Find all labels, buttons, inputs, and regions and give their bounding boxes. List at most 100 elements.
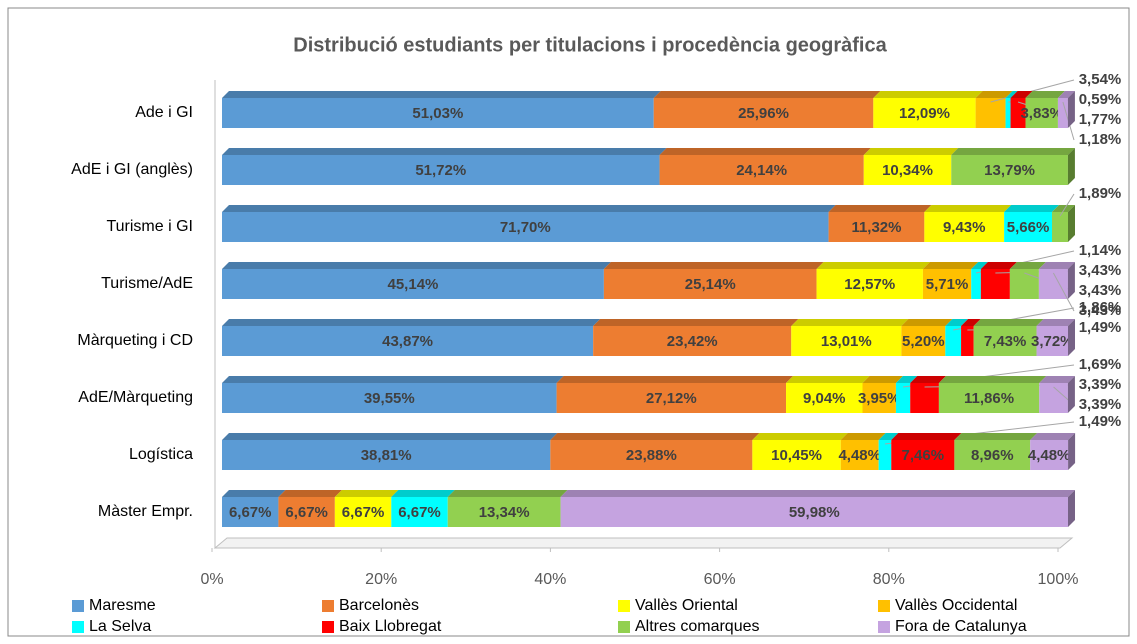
data-label: 11,32% bbox=[851, 219, 901, 236]
data-label: 11,86% bbox=[964, 390, 1014, 407]
data-label: 0,59% bbox=[1079, 91, 1122, 108]
bar-segment bbox=[1005, 98, 1011, 128]
data-label: 1,89% bbox=[1079, 185, 1122, 202]
data-label: 1,77% bbox=[1079, 111, 1122, 128]
data-label: 1,49% bbox=[1079, 319, 1122, 336]
data-label: 3,43% bbox=[1079, 282, 1122, 299]
bar-segment bbox=[659, 155, 864, 185]
legend-label: Baix Llobregat bbox=[339, 618, 442, 635]
category-label: Ade i GI bbox=[135, 104, 193, 121]
bar-segment bbox=[938, 383, 1040, 413]
bar-segment bbox=[222, 212, 829, 242]
legend-label: Maresme bbox=[89, 597, 156, 614]
data-label: 51,03% bbox=[412, 105, 463, 122]
x-tick-label: 100% bbox=[1038, 571, 1079, 588]
leader-line bbox=[1052, 272, 1075, 312]
bar-top bbox=[975, 91, 1013, 98]
data-label: 5,66% bbox=[1007, 219, 1050, 236]
x-tick-label: 0% bbox=[200, 571, 223, 588]
bar-segment bbox=[1052, 212, 1068, 242]
category-label: Logística bbox=[129, 446, 193, 463]
data-label: 5,20% bbox=[902, 333, 945, 350]
data-label: 4,48% bbox=[1028, 447, 1071, 464]
data-label: 23,88% bbox=[626, 447, 677, 464]
legend-label: Vallès Oriental bbox=[635, 597, 738, 614]
bar-top bbox=[1009, 262, 1046, 269]
data-label: 7,43% bbox=[984, 333, 1027, 350]
bar-segment bbox=[1025, 98, 1058, 128]
data-label: 38,81% bbox=[361, 447, 412, 464]
bar-top bbox=[222, 205, 836, 212]
bar-segment bbox=[1057, 98, 1068, 128]
bar-top bbox=[901, 319, 953, 326]
bar-segment bbox=[1010, 98, 1026, 128]
bar-top bbox=[791, 319, 909, 326]
x-tick-label: 40% bbox=[534, 571, 566, 588]
bar-top bbox=[945, 319, 969, 326]
bar-segment bbox=[653, 98, 874, 128]
bar-segment bbox=[222, 440, 551, 470]
bar-top bbox=[653, 91, 881, 98]
bar-top bbox=[1052, 205, 1075, 212]
legend-swatch bbox=[72, 600, 84, 612]
bar-top bbox=[924, 205, 1012, 212]
bar-segment bbox=[222, 269, 604, 299]
bar-top bbox=[816, 262, 930, 269]
bar-end bbox=[1067, 91, 1075, 128]
bar-end bbox=[1068, 319, 1075, 356]
bar-top bbox=[550, 433, 760, 440]
category-label: AdE i GI (anglès) bbox=[71, 161, 193, 178]
bar-top bbox=[1025, 91, 1065, 98]
bar-top bbox=[1039, 376, 1075, 383]
bar-segment bbox=[222, 383, 557, 413]
bar-segment bbox=[603, 269, 817, 299]
bar-segment bbox=[222, 497, 279, 527]
bar-segment bbox=[816, 269, 923, 299]
legend-swatch bbox=[322, 600, 334, 612]
bar-top bbox=[659, 148, 871, 155]
legend-label: Fora de Catalunya bbox=[895, 618, 1027, 635]
data-label: 6,67% bbox=[398, 504, 441, 521]
bar-top bbox=[278, 490, 342, 497]
bar-segment bbox=[910, 383, 939, 413]
bar-top bbox=[863, 148, 959, 155]
bar-segment bbox=[560, 497, 1068, 527]
category-label: Turisme i GI bbox=[106, 218, 193, 235]
data-label: 25,14% bbox=[685, 276, 736, 293]
bar-segment bbox=[593, 326, 792, 356]
data-label: 3,95% bbox=[858, 390, 901, 407]
bar-top bbox=[840, 433, 886, 440]
data-label: 3,39% bbox=[1079, 396, 1122, 413]
bar-segment bbox=[222, 326, 594, 356]
bar-top bbox=[891, 433, 962, 440]
bar-segment bbox=[980, 269, 1010, 299]
data-label: 1,49% bbox=[1079, 413, 1122, 430]
bar-top bbox=[222, 148, 667, 155]
bar-segment bbox=[1039, 383, 1068, 413]
bar-top bbox=[954, 433, 1038, 440]
x-tick-label: 20% bbox=[365, 571, 397, 588]
bar-top bbox=[593, 319, 799, 326]
legend-swatch bbox=[72, 621, 84, 633]
bar-segment bbox=[891, 440, 955, 470]
bar-top bbox=[938, 376, 1047, 383]
data-label: 4,48% bbox=[838, 447, 881, 464]
bar-top bbox=[447, 490, 568, 497]
bar-segment bbox=[222, 155, 660, 185]
data-label: 13,34% bbox=[479, 504, 530, 521]
data-label: 24,14% bbox=[736, 162, 787, 179]
x-tick-label: 80% bbox=[873, 571, 905, 588]
bar-segment bbox=[1009, 269, 1039, 299]
data-label: 1,69% bbox=[1079, 356, 1122, 373]
bar-top bbox=[862, 376, 903, 383]
bar-segment bbox=[924, 212, 1005, 242]
bar-end bbox=[1067, 376, 1075, 413]
data-label: 23,42% bbox=[667, 333, 718, 350]
data-label: 7,46% bbox=[902, 447, 945, 464]
bar-segment bbox=[961, 326, 974, 356]
data-label: 1,86% bbox=[1079, 299, 1122, 316]
legend-swatch bbox=[322, 621, 334, 633]
data-label: 39,55% bbox=[364, 390, 415, 407]
bar-segment bbox=[1030, 440, 1069, 470]
bar-end bbox=[1068, 490, 1075, 527]
